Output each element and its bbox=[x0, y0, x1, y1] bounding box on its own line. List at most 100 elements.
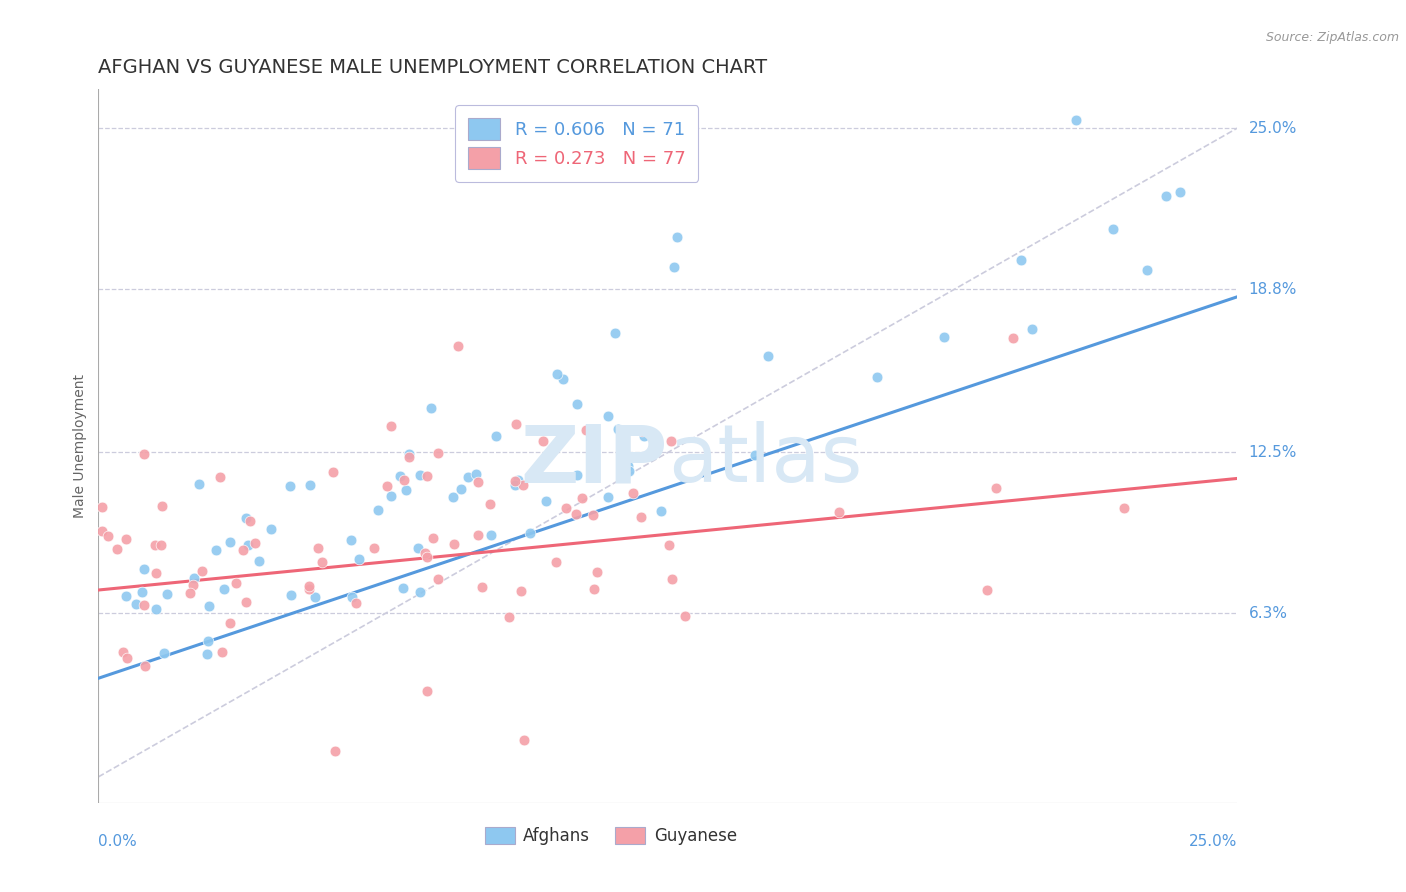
Point bbox=[512, 478, 534, 492]
Point bbox=[409, 584, 432, 599]
Point bbox=[665, 230, 688, 244]
Point bbox=[673, 609, 696, 624]
Point bbox=[181, 578, 204, 592]
Point bbox=[503, 477, 526, 491]
Point bbox=[398, 450, 420, 465]
Point bbox=[827, 505, 849, 519]
Point bbox=[1170, 185, 1192, 199]
Point bbox=[650, 504, 672, 518]
Point bbox=[416, 683, 439, 698]
Point bbox=[323, 744, 346, 758]
Point bbox=[553, 372, 575, 386]
Point bbox=[633, 429, 655, 443]
Point bbox=[485, 429, 508, 443]
Point bbox=[471, 580, 494, 594]
Point bbox=[661, 572, 683, 586]
Point bbox=[503, 474, 526, 488]
Point bbox=[183, 570, 205, 584]
Point bbox=[510, 584, 533, 599]
Legend: Afghans, Guyanese: Afghans, Guyanese bbox=[478, 820, 744, 852]
Point bbox=[583, 582, 606, 596]
Point bbox=[298, 478, 321, 492]
Point bbox=[188, 476, 211, 491]
Point bbox=[297, 579, 319, 593]
Point bbox=[565, 507, 588, 521]
Point bbox=[134, 658, 156, 673]
Point bbox=[125, 597, 148, 611]
Text: 12.5%: 12.5% bbox=[1249, 445, 1296, 460]
Point bbox=[505, 417, 527, 432]
Point bbox=[479, 528, 502, 542]
Point bbox=[218, 616, 240, 631]
Point bbox=[546, 367, 568, 381]
Point bbox=[603, 326, 626, 341]
Point bbox=[232, 543, 254, 558]
Point bbox=[132, 562, 155, 576]
Point bbox=[145, 601, 167, 615]
Point bbox=[744, 448, 766, 462]
Point bbox=[427, 572, 450, 586]
Point bbox=[416, 549, 439, 564]
Point bbox=[457, 470, 479, 484]
Point bbox=[377, 479, 399, 493]
Point bbox=[260, 522, 283, 536]
Point bbox=[239, 514, 262, 528]
Point bbox=[219, 534, 242, 549]
Point bbox=[631, 424, 654, 438]
Point bbox=[198, 599, 221, 613]
Point bbox=[143, 538, 166, 552]
Text: Source: ZipAtlas.com: Source: ZipAtlas.com bbox=[1265, 31, 1399, 45]
Point bbox=[112, 645, 135, 659]
Point bbox=[866, 369, 889, 384]
Text: 0.0%: 0.0% bbox=[98, 834, 138, 849]
Point bbox=[1021, 321, 1043, 335]
Point bbox=[582, 508, 605, 523]
Point bbox=[149, 537, 172, 551]
Point bbox=[465, 467, 488, 482]
Point bbox=[280, 588, 302, 602]
Point bbox=[132, 598, 155, 612]
Point bbox=[115, 589, 138, 603]
Point bbox=[617, 464, 640, 478]
Point bbox=[415, 546, 437, 560]
Point bbox=[322, 465, 344, 479]
Point bbox=[363, 541, 385, 555]
Text: 18.8%: 18.8% bbox=[1249, 282, 1296, 296]
Point bbox=[156, 587, 179, 601]
Point bbox=[347, 552, 370, 566]
Point bbox=[398, 447, 420, 461]
Point bbox=[662, 260, 685, 274]
Point bbox=[607, 422, 630, 436]
Point bbox=[467, 528, 489, 542]
Text: 25.0%: 25.0% bbox=[1189, 834, 1237, 849]
Point bbox=[307, 541, 329, 555]
Point bbox=[932, 330, 955, 344]
Point bbox=[235, 595, 257, 609]
Point bbox=[585, 565, 607, 579]
Point bbox=[1064, 113, 1087, 128]
Point bbox=[1112, 501, 1135, 516]
Point bbox=[115, 532, 138, 546]
Point bbox=[134, 447, 156, 461]
Point bbox=[197, 633, 219, 648]
Point bbox=[415, 468, 437, 483]
Point bbox=[211, 645, 233, 659]
Point bbox=[380, 419, 402, 434]
Point bbox=[659, 434, 682, 448]
Point bbox=[195, 647, 218, 661]
Text: ZIP: ZIP bbox=[520, 421, 668, 500]
Point bbox=[380, 489, 402, 503]
Point bbox=[179, 586, 201, 600]
Point bbox=[392, 581, 415, 595]
Point bbox=[621, 485, 644, 500]
Point bbox=[1002, 330, 1025, 344]
Point bbox=[150, 499, 173, 513]
Point bbox=[1154, 189, 1177, 203]
Point bbox=[467, 475, 489, 490]
Point bbox=[297, 582, 319, 596]
Point bbox=[450, 482, 472, 496]
Point bbox=[91, 500, 114, 514]
Point bbox=[986, 481, 1008, 495]
Point bbox=[304, 591, 326, 605]
Point bbox=[131, 585, 153, 599]
